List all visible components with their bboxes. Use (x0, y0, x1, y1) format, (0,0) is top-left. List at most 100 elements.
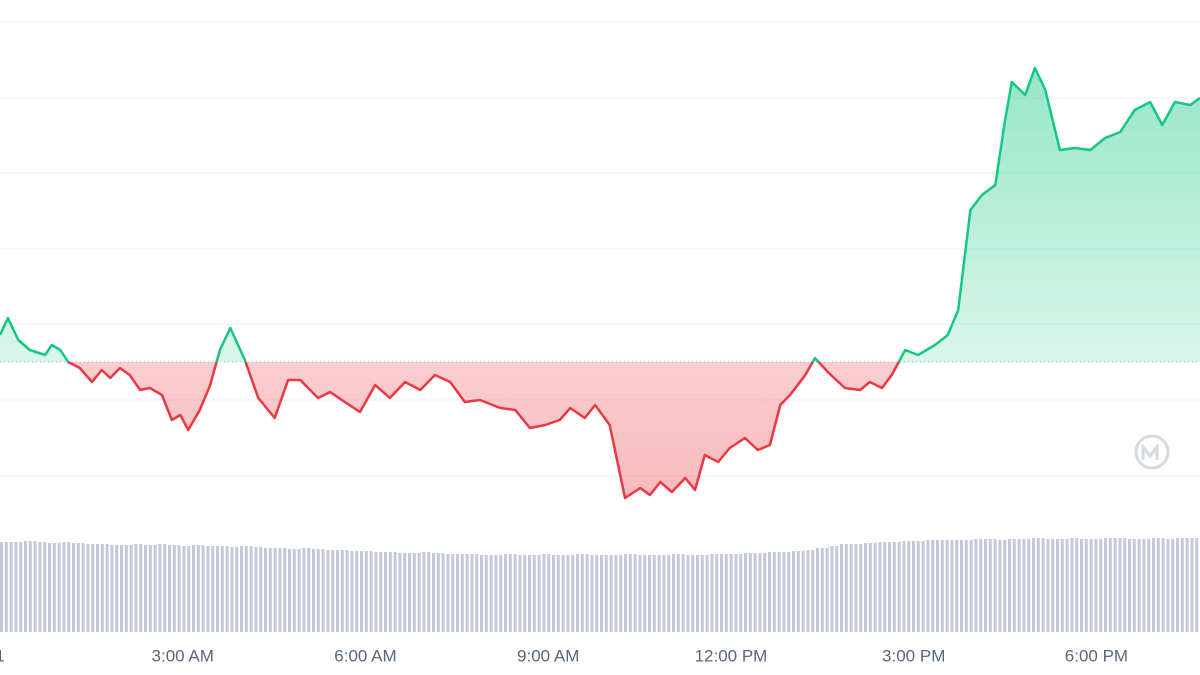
volume-bar (924, 540, 936, 632)
volume-bar (480, 555, 492, 632)
volume-bar (384, 552, 396, 632)
volume-bar (732, 554, 744, 632)
volume-bar (252, 547, 264, 632)
volume-bar (468, 554, 480, 632)
volume-bar (324, 550, 336, 632)
x-tick-label: 1 (0, 646, 5, 665)
volume-bar (1116, 538, 1128, 632)
volume-bar (264, 548, 276, 632)
price-line-down (66, 362, 901, 500)
volume-bar (96, 544, 108, 632)
volume-bar (516, 555, 528, 632)
x-tick-label: 12:00 PM (695, 646, 768, 665)
volume-bar (240, 546, 252, 632)
volume-bar (804, 550, 816, 632)
volume-bar (864, 543, 876, 632)
volume-bar (276, 548, 288, 632)
volume-bar (744, 553, 756, 632)
volume-bar (600, 555, 612, 632)
x-tick-label: 6:00 PM (1065, 646, 1128, 665)
volume-bar (828, 546, 840, 632)
volume-bar (840, 544, 852, 632)
volume-bar (1092, 539, 1104, 632)
volume-bar (108, 545, 120, 632)
volume-bar (696, 555, 708, 632)
volume-bar (1104, 538, 1116, 632)
cmc-watermark (1134, 434, 1170, 470)
volume-bar (1152, 538, 1164, 632)
volume-bar (432, 553, 444, 632)
volume-bar (1080, 539, 1092, 632)
volume-bar (648, 555, 660, 632)
volume-bar (1188, 538, 1200, 632)
volume-bar (1020, 539, 1032, 632)
volume-bar (1044, 539, 1056, 632)
volume-bar (876, 542, 888, 632)
volume-bar (24, 541, 36, 632)
volume-bar (636, 555, 648, 632)
volume-bar (312, 549, 324, 632)
volume-bar (1128, 539, 1140, 632)
volume-bar (144, 545, 156, 632)
volume-bar (336, 550, 348, 632)
volume-bar (216, 546, 228, 632)
volume-bar (768, 552, 780, 632)
volume-bar (180, 546, 192, 632)
volume-bar (936, 540, 948, 632)
volume-bar (1176, 538, 1188, 632)
volume-bar (852, 544, 864, 632)
volume-bar (156, 544, 168, 632)
volume-bar (228, 547, 240, 632)
volume-bar (120, 545, 132, 632)
volume-bar (972, 539, 984, 632)
volume-bar (168, 545, 180, 632)
volume-bar (1068, 538, 1080, 632)
volume-bar (72, 543, 84, 632)
volume-bar (348, 551, 360, 632)
volume-bar (888, 542, 900, 632)
area-up (0, 68, 1200, 362)
volume-bar (624, 554, 636, 632)
volume-bar (504, 554, 516, 632)
volume-bar (492, 555, 504, 632)
x-tick-label: 6:00 AM (334, 646, 396, 665)
volume-bar (660, 555, 672, 632)
volume-bar (540, 554, 552, 632)
volume-bar (48, 543, 60, 632)
volume-bar (720, 554, 732, 632)
volume-bar (1164, 539, 1176, 632)
volume-bar (84, 544, 96, 632)
volume-bar (612, 555, 624, 632)
volume-bar (1008, 539, 1020, 632)
volume-bar (912, 541, 924, 632)
volume-bar (816, 548, 828, 632)
volume-bar (456, 554, 468, 632)
volume-bar (756, 553, 768, 632)
volume-bar (576, 554, 588, 632)
volume-bar (1032, 538, 1044, 632)
volume-bar (60, 542, 72, 632)
volume-bar (552, 555, 564, 632)
volume-bar (1140, 539, 1152, 632)
volume-bar (960, 540, 972, 632)
volume-bar (372, 552, 384, 632)
volume-bar (528, 555, 540, 632)
volume-bar (780, 552, 792, 632)
volume-bar (360, 551, 372, 632)
volume-bar (1056, 539, 1068, 632)
volume-bar (300, 548, 312, 632)
volume-bar (420, 552, 432, 632)
volume-bar (36, 542, 48, 632)
volume-bar (564, 555, 576, 632)
volume-bar (408, 553, 420, 632)
volume-bar (444, 554, 456, 632)
x-tick-label: 9:00 AM (517, 646, 579, 665)
price-line-up (0, 66, 1200, 362)
volume-bar (192, 545, 204, 632)
volume-bar (204, 546, 216, 632)
x-tick-label: 3:00 PM (882, 646, 945, 665)
volume-bar (0, 542, 12, 632)
volume-bar (672, 554, 684, 632)
volume-bar (948, 540, 960, 632)
